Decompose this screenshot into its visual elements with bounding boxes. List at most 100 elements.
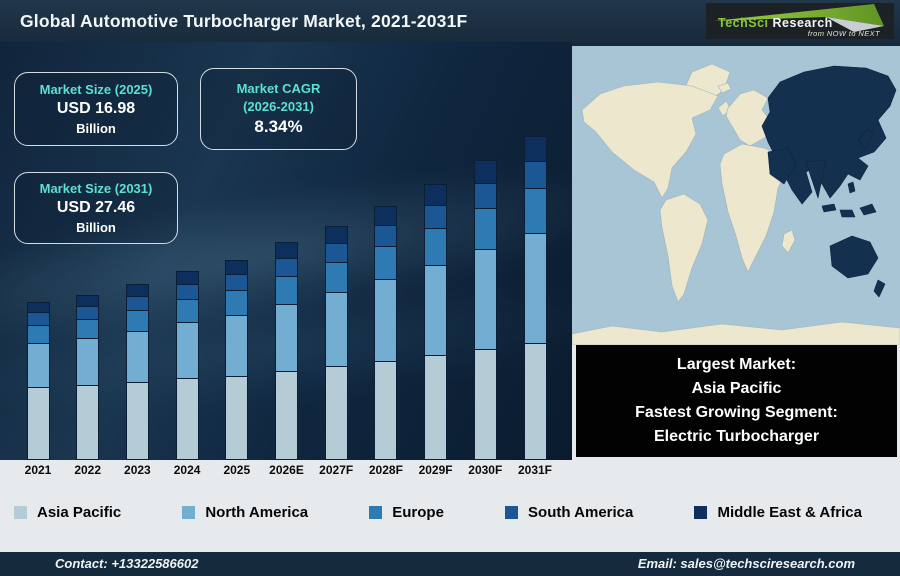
- axis-label-2030F: 2030F: [468, 463, 503, 477]
- chart-panel: Market Size (2025) USD 16.98 Billion Mar…: [0, 42, 572, 460]
- contact-phone: Contact: +13322586602: [55, 556, 199, 571]
- continent-north-america: [581, 81, 719, 199]
- bar-2026E: [275, 242, 298, 460]
- region-new-guinea-highlight: [859, 203, 877, 216]
- legend-swatch-icon: [14, 505, 27, 519]
- footer-bar: Contact: +13322586602 Email: sales@techs…: [0, 552, 900, 576]
- legend-item-europe: Europe: [369, 504, 444, 521]
- bar-segment-south-america: [175, 284, 199, 299]
- axis-label-2024: 2024: [173, 463, 201, 477]
- region-philippines-highlight: [847, 181, 856, 194]
- legend-swatch-icon: [369, 505, 383, 519]
- region-india-highlight: [805, 159, 827, 199]
- axis-label-2023: 2023: [124, 463, 151, 477]
- region-japan-highlight: [857, 128, 874, 151]
- bar-2031F: [523, 136, 547, 460]
- island-madagascar: [781, 229, 796, 254]
- stat-unit: Billion: [76, 220, 116, 235]
- bar-segment-north-america: [374, 279, 398, 361]
- legend-swatch-icon: [505, 505, 519, 519]
- bar-2023: [125, 284, 149, 460]
- stat-label: Market CAGR: [236, 81, 321, 96]
- region-indonesia-highlight: [839, 209, 856, 218]
- axis-label-2031F: 2031F: [517, 463, 553, 477]
- axis-label-2022: 2022: [74, 463, 102, 477]
- bar-2021: [26, 302, 50, 460]
- axis-label-2026E: 2026E: [269, 463, 304, 477]
- largest-market-label: Largest Market:: [676, 356, 797, 373]
- bar-segment-north-america: [424, 265, 448, 355]
- bar-segment-middle-east-africa: [175, 271, 199, 284]
- bar-segment-south-america: [26, 312, 50, 325]
- legend-item-middle-east-africa: Middle East & Africa: [694, 503, 862, 521]
- legend-swatch-icon: [694, 505, 708, 519]
- legend-label: Asia Pacific: [37, 503, 122, 521]
- bar-segment-asia-pacific: [473, 349, 497, 460]
- contact-email: Email: sales@techsciresearch.com: [637, 556, 855, 571]
- highlights-box: Largest Market: Asia Pacific Fastest Gro…: [576, 345, 897, 457]
- bar-segment-south-america: [324, 243, 348, 262]
- bar-segment-asia-pacific: [175, 378, 199, 460]
- bar-segment-middle-east-africa: [76, 295, 100, 306]
- bar-segment-north-america: [275, 304, 298, 371]
- bar-segment-middle-east-africa: [424, 184, 448, 205]
- x-axis-strip: 2021 2022 2023 2024 2025 2026E 2027F 2028F 2029F…: [0, 460, 572, 552]
- bar-segment-south-america: [424, 205, 448, 228]
- map-column: Largest Market: Asia Pacific Fastest Gro…: [572, 42, 900, 552]
- fastest-segment-label: Fastest Growing Segment:: [635, 404, 838, 421]
- bar-2030F: [473, 160, 497, 460]
- bar-segment-north-america: [125, 331, 149, 382]
- bar-segment-asia-pacific: [324, 366, 348, 460]
- stat-box-market-size-2031: Market Size (2031) USD 27.46 Billion: [14, 172, 178, 244]
- largest-market-value: Asia Pacific: [691, 380, 782, 397]
- bar-segment-middle-east-africa: [473, 160, 497, 183]
- bar-segment-asia-pacific: [424, 355, 448, 460]
- bar-segment-europe: [175, 299, 199, 322]
- axis-label-2021: 2021: [24, 463, 52, 477]
- stat-value: USD 27.46: [56, 199, 136, 216]
- bar-segment-middle-east-africa: [225, 260, 249, 274]
- bar-segment-europe: [26, 325, 50, 343]
- bar-2028F: [374, 206, 398, 460]
- bar-segment-europe: [523, 188, 547, 233]
- bar-segment-south-america: [125, 296, 149, 310]
- legend-label: Middle East & Africa: [717, 503, 862, 521]
- bar-2024: [175, 271, 199, 460]
- bar-segment-europe: [225, 290, 249, 315]
- bar-segment-asia-pacific: [26, 387, 50, 460]
- bar-segment-south-america: [76, 306, 100, 319]
- stat-value: USD 16.98: [56, 100, 136, 117]
- stat-box-market-size-2025: Market Size (2025) USD 16.98 Billion: [14, 72, 178, 146]
- bar-segment-asia-pacific: [76, 385, 100, 460]
- bar-segment-north-america: [473, 249, 497, 349]
- continent-south-america: [659, 193, 709, 303]
- logo-wordmark: TechSci Research: [718, 16, 833, 30]
- bar-segment-europe: [424, 228, 448, 265]
- bar-segment-europe: [275, 276, 298, 304]
- axis-label-2025: 2025: [223, 463, 251, 477]
- bar-segment-asia-pacific: [225, 376, 249, 460]
- bar-2029F: [424, 184, 448, 460]
- region-new-zealand-highlight: [873, 279, 886, 298]
- legend-label: Europe: [392, 503, 444, 521]
- stacked-bar-chart: [0, 42, 572, 460]
- bar-segment-middle-east-africa: [26, 302, 50, 312]
- continent-antarctica: [572, 321, 900, 345]
- bar-segment-south-america: [523, 161, 547, 188]
- world-map: [572, 46, 900, 345]
- header-bar: Global Automotive Turbocharger Market, 2…: [0, 0, 900, 42]
- logo-tagline: from NOW to NEXT: [807, 29, 880, 38]
- bar-segment-middle-east-africa: [275, 242, 298, 258]
- bar-segment-north-america: [523, 233, 547, 343]
- stat-label: Market Size (2025): [39, 82, 153, 97]
- bar-segment-middle-east-africa: [523, 136, 547, 161]
- bar-segment-europe: [374, 246, 398, 279]
- bar-segment-south-america: [275, 258, 298, 276]
- bar-segment-north-america: [225, 315, 249, 376]
- bar-2025: [225, 260, 249, 460]
- bar-segment-north-america: [26, 343, 50, 387]
- bar-segment-north-america: [175, 322, 199, 378]
- fastest-segment-value: Electric Turbocharger: [653, 428, 820, 445]
- bar-segment-south-america: [225, 274, 249, 290]
